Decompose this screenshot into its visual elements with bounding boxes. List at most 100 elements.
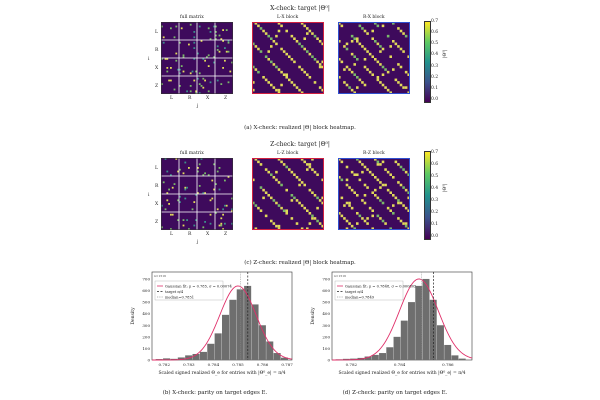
- heatmap-cell: [252, 42, 255, 46]
- heatmap-cell: [213, 188, 215, 191]
- heatmap-cell: [202, 86, 205, 89]
- heatmap-cell: [308, 188, 312, 192]
- xcheck-left-heatmap: [252, 22, 324, 94]
- heatmap-cell: [272, 40, 276, 43]
- heatmap-cell: [361, 45, 364, 48]
- hist-bar: [371, 354, 379, 360]
- xcheck-row-label-3: Z: [155, 84, 159, 89]
- heatmap-cell: [306, 27, 309, 30]
- colorbar-tick-label: 0.5: [431, 41, 439, 47]
- heatmap-cell: [311, 214, 314, 218]
- corner-label: n=1516: [154, 274, 166, 278]
- heatmap-cell: [376, 160, 380, 164]
- heatmap-cell: [404, 170, 408, 174]
- heatmap-cell: [270, 60, 273, 64]
- heatmap-cell: [189, 72, 192, 75]
- heatmap-cell: [363, 83, 367, 87]
- heatmap-cell: [280, 47, 283, 51]
- heatmap-cell: [407, 191, 410, 194]
- heatmap-cell: [350, 170, 354, 174]
- heatmap-cell: [270, 219, 273, 223]
- heatmap-cell: [282, 163, 286, 166]
- heatmap-cell: [222, 29, 224, 31]
- y-tick-label: 100: [142, 346, 150, 351]
- heatmap-cell: [374, 22, 377, 25]
- heatmap-cell: [218, 50, 221, 53]
- heatmap-cell: [282, 50, 286, 53]
- hist-bar: [393, 336, 401, 360]
- heatmap-frame: [252, 22, 324, 94]
- heatmap-cell: [345, 201, 349, 205]
- heatmap-cell: [313, 170, 317, 174]
- xcheck-col-label-1: R: [188, 96, 192, 101]
- heatmap-cell: [298, 201, 301, 205]
- heatmap-cell: [389, 209, 392, 212]
- heatmap-cell: [252, 65, 255, 69]
- heatmap-cell: [366, 68, 369, 71]
- heatmap-cell: [399, 165, 403, 169]
- heatmap-cell: [303, 24, 306, 28]
- heatmap-cell: [381, 183, 385, 187]
- heatmap-cell: [311, 191, 314, 194]
- heatmap-cell: [366, 186, 369, 189]
- heatmap-cell: [303, 37, 306, 40]
- heatmap-cell: [376, 42, 380, 46]
- heatmap-cell: [182, 70, 185, 73]
- heatmap-cell: [193, 224, 196, 227]
- heatmap-cell: [300, 68, 304, 71]
- y-tick-label: 200: [142, 334, 150, 339]
- heatmap-cell: [376, 196, 380, 200]
- heatmap-cell: [313, 81, 317, 84]
- heatmap-cell: [224, 204, 226, 207]
- heatmap-cell: [288, 168, 291, 171]
- heatmap-cell: [303, 70, 306, 74]
- heatmap-cell: [285, 188, 288, 192]
- heatmap-cell: [321, 60, 324, 64]
- heatmap-cell: [257, 206, 260, 210]
- heatmap-cell: [202, 58, 205, 60]
- heatmap-cell: [254, 158, 258, 161]
- heatmap-cell: [306, 32, 309, 35]
- heatmap-cell: [350, 52, 354, 56]
- xcheck-col-label-3: Z: [224, 96, 228, 101]
- xcheck-full-title: full matrix: [180, 15, 204, 20]
- heatmap-cell: [186, 219, 188, 221]
- hist-bar: [364, 356, 372, 360]
- heatmap-cell: [277, 158, 281, 161]
- colorbar-tick-label: 0.6: [431, 30, 439, 36]
- xcheck-title: X-check: target |Θ⁰|: [270, 5, 330, 12]
- hist-bar: [251, 304, 259, 360]
- heatmap-cell: [220, 222, 223, 225]
- heatmap-cell: [386, 206, 390, 210]
- heatmap-cell: [318, 65, 322, 69]
- heatmap-cell: [215, 25, 217, 28]
- heatmap-cell: [264, 214, 268, 218]
- heatmap-cell: [402, 222, 405, 225]
- heatmap-cell: [407, 55, 410, 58]
- heatmap-cell: [195, 90, 197, 93]
- hist-bar: [386, 347, 394, 360]
- heatmap-cell: [264, 168, 268, 171]
- heatmap-cell: [363, 47, 367, 51]
- heatmap-cell: [257, 160, 260, 164]
- heatmap-cell: [381, 160, 385, 164]
- heatmap-cell: [213, 163, 215, 166]
- heatmap-cell: [379, 199, 382, 202]
- heatmap-cell: [295, 176, 299, 179]
- heatmap-cell: [285, 29, 288, 33]
- heatmap-cell: [225, 50, 228, 53]
- heatmap-cell: [173, 88, 176, 91]
- heatmap-cell: [407, 91, 410, 94]
- heatmap-cell: [222, 213, 224, 216]
- heatmap-cell: [356, 173, 359, 176]
- heatmap-cell: [306, 209, 309, 212]
- heatmap-cell: [384, 222, 387, 225]
- xcheck-row-label-0: L: [155, 30, 158, 35]
- heatmap-cell: [262, 188, 265, 192]
- heatmap-cell: [197, 167, 199, 169]
- y-tick-label: 500: [322, 300, 330, 305]
- heatmap-cell: [381, 24, 385, 28]
- heatmap-cell: [277, 29, 281, 33]
- heatmap-cell: [371, 29, 374, 33]
- heatmap-cell: [374, 58, 377, 61]
